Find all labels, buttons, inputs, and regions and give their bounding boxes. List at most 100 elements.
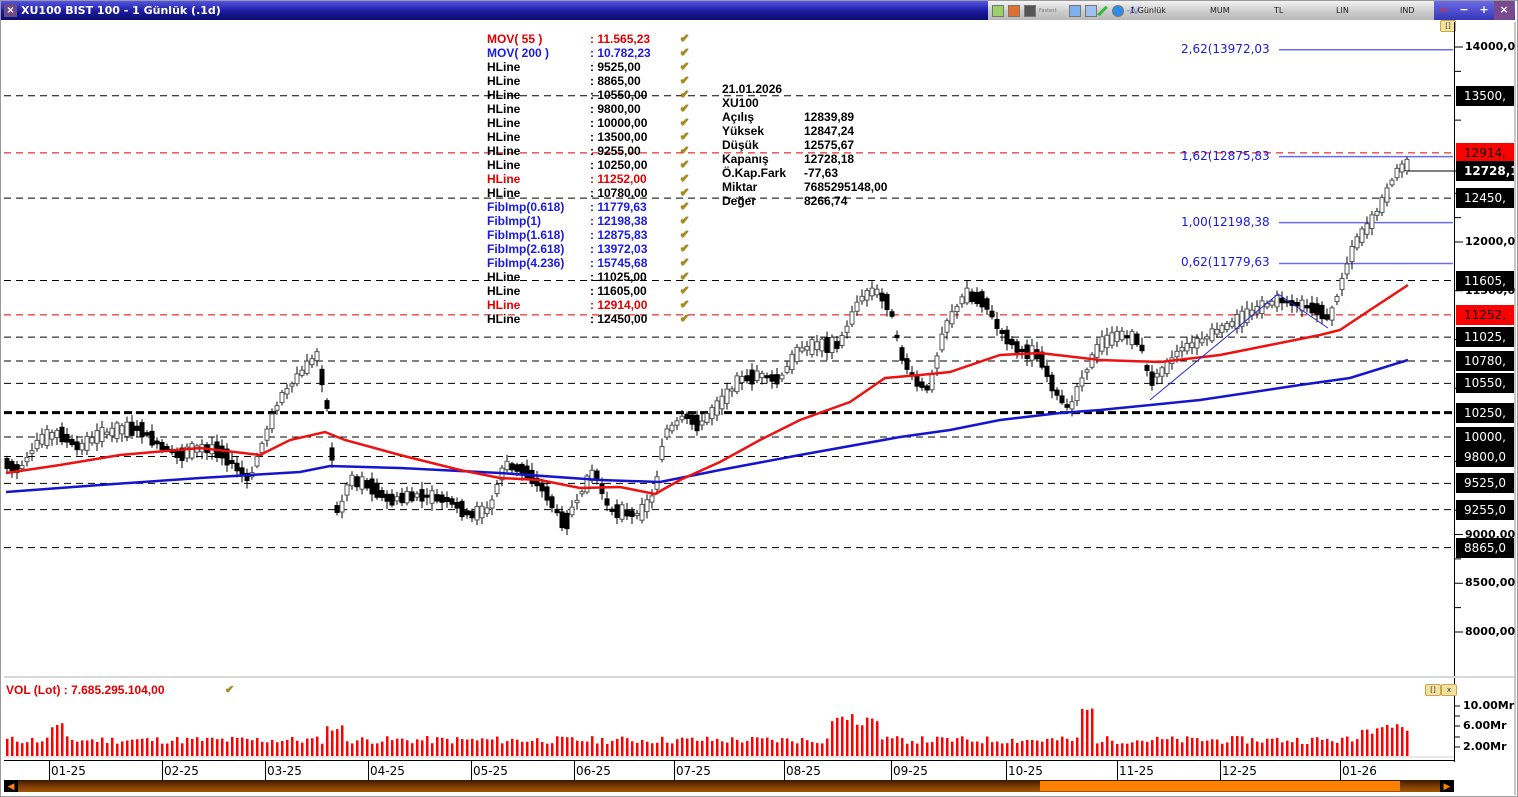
visible-check-icon[interactable]: ✔ (680, 131, 690, 143)
volume-bar (491, 739, 494, 756)
visible-check-icon[interactable]: ✔ (680, 285, 690, 297)
candle-body (344, 484, 350, 496)
visible-check-icon[interactable]: ✔ (680, 103, 690, 115)
volume-bar (466, 739, 469, 756)
visible-check-icon[interactable]: ✔ (680, 145, 690, 157)
volume-bar (1021, 741, 1024, 756)
indicator-dropdown[interactable]: IND (1400, 6, 1415, 15)
scale-dropdown[interactable]: LIN (1336, 6, 1349, 15)
volume-bar (1181, 742, 1184, 756)
scrollbar-thumb[interactable] (1040, 781, 1400, 791)
visible-check-icon[interactable]: ✔ (680, 33, 690, 45)
visible-check-icon[interactable]: ✔ (680, 75, 690, 87)
close-chart-button[interactable]: × (4, 4, 17, 17)
legend-item[interactable]: HLine: 10550,00 ✔ (487, 88, 694, 102)
close-window-button[interactable]: × (1494, 1, 1514, 20)
horizontal-scrollbar[interactable]: ◀ ▶ (4, 780, 1454, 792)
visible-check-icon[interactable]: ✔ (680, 201, 690, 213)
shrink-button[interactable]: + (1479, 3, 1489, 16)
legend-item[interactable]: FibImp(0.618): 11779,63 ✔ (487, 200, 694, 214)
symbol-icon[interactable] (992, 4, 1004, 17)
candle-body (864, 290, 870, 301)
legend-item[interactable]: HLine: 10250,00 ✔ (487, 158, 694, 172)
legend-item[interactable]: HLine: 9800,00 ✔ (487, 102, 694, 116)
legend-item[interactable]: FibImp(1.618): 12875,83 ✔ (487, 228, 694, 242)
volume-bar (791, 741, 794, 756)
legend-item[interactable]: HLine: 9255,00 ✔ (487, 144, 694, 158)
visible-check-icon[interactable]: ✔ (680, 229, 690, 241)
legend-item[interactable]: HLine: 11252,00 ✔ (487, 172, 694, 186)
visible-check-icon[interactable]: ✔ (680, 173, 690, 185)
minimize-button[interactable]: − (1459, 3, 1469, 16)
volume-bar (1316, 737, 1319, 756)
chart-type-dropdown[interactable]: MUM (1210, 6, 1230, 15)
legend-item[interactable]: HLine: 8865,00 ✔ (487, 74, 694, 88)
volume-maximize-button[interactable]: [] (1425, 684, 1441, 696)
legend-item[interactable]: HLine: 9525,00 ✔ (487, 60, 694, 74)
candle-body (829, 336, 835, 354)
visible-check-icon[interactable]: ✔ (680, 187, 690, 199)
legend-item-value: : 12198,38 (590, 214, 648, 228)
info-key: Açılış (722, 110, 755, 124)
volume-bar (486, 739, 489, 756)
candle-body (1214, 329, 1220, 335)
candle-body (584, 475, 590, 493)
legend-item-value: : 11.565,23 (590, 32, 651, 46)
volume-bar (1196, 738, 1199, 756)
legend-item[interactable]: HLine: 13500,00 ✔ (487, 130, 694, 144)
candle-body (9, 460, 15, 472)
visible-check-icon[interactable]: ✔ (680, 61, 690, 73)
template-icon[interactable] (1008, 4, 1020, 17)
legend-item[interactable]: HLine: 12450,00 ✔ (487, 312, 694, 326)
visible-check-icon[interactable]: ✔ (680, 299, 690, 311)
volume-bar (121, 741, 124, 756)
legend-item[interactable]: HLine: 10780,00 ✔ (487, 186, 694, 200)
legend-item[interactable]: HLine: 12914,00 ✔ (487, 298, 694, 312)
period-dropdown[interactable]: 1 Günlük (1130, 6, 1166, 15)
visible-check-icon[interactable]: ✔ (680, 271, 690, 283)
grid-icon[interactable] (1068, 4, 1081, 17)
time-tick-label: 01-25 (49, 761, 86, 780)
volume-bar (671, 743, 674, 756)
trendline-icon[interactable]: -/\/ (1126, 5, 1140, 16)
fastest-label[interactable]: Fastest (1039, 7, 1057, 14)
move-arrows-icon[interactable] (1111, 4, 1124, 17)
candle-body (714, 400, 720, 416)
legend-item[interactable]: HLine: 10000,00 ✔ (487, 116, 694, 130)
volume-bar (511, 738, 514, 756)
candle-body (339, 500, 345, 513)
candle-body (759, 372, 765, 379)
volume-bar (336, 729, 339, 756)
pane-separator[interactable] (4, 676, 1514, 678)
volume-bar (1321, 739, 1324, 756)
visible-check-icon[interactable]: ✔ (680, 215, 690, 227)
fastest-icon[interactable] (1024, 4, 1036, 17)
legend-item[interactable]: HLine: 11605,00 ✔ (487, 284, 694, 298)
visible-check-icon[interactable]: ✔ (680, 89, 690, 101)
trend-line (1149, 293, 1329, 401)
volume-visible-check-icon[interactable]: ✔ (225, 684, 235, 696)
visible-check-icon[interactable]: ✔ (680, 243, 690, 255)
pane-maximize-button[interactable]: [] (1440, 20, 1456, 32)
visible-check-icon[interactable]: ✔ (680, 313, 690, 325)
legend-item[interactable]: FibImp(2.618): 13972,03 ✔ (487, 242, 694, 256)
scroll-right-arrow-icon[interactable]: ▶ (1440, 780, 1454, 792)
legend-item[interactable]: FibImp(1): 12198,38 ✔ (487, 214, 694, 228)
legend-item[interactable]: MOV( 200 ): 10.782,23 ✔ (487, 46, 694, 60)
legend-item[interactable]: FibImp(4.236): 15745,68 ✔ (487, 256, 694, 270)
scroll-left-arrow-icon[interactable]: ◀ (4, 780, 18, 792)
indicator-chart-icon[interactable] (1084, 4, 1097, 17)
volume-close-button[interactable]: x (1441, 684, 1457, 696)
currency-dropdown[interactable]: TL (1274, 6, 1284, 15)
visible-check-icon[interactable]: ✔ (680, 257, 690, 269)
visible-check-icon[interactable]: ✔ (680, 159, 690, 171)
tools-icon[interactable]: ✂ (1438, 3, 1450, 17)
legend-item[interactable]: MOV( 55 ): 11.565,23 ✔ (487, 32, 694, 46)
volume-bar (546, 743, 549, 756)
visible-check-icon[interactable]: ✔ (680, 47, 690, 59)
candle-body (989, 310, 995, 318)
legend-item[interactable]: HLine: 11025,00 ✔ (487, 270, 694, 284)
visible-check-icon[interactable]: ✔ (680, 117, 690, 129)
candle-body (414, 493, 420, 498)
